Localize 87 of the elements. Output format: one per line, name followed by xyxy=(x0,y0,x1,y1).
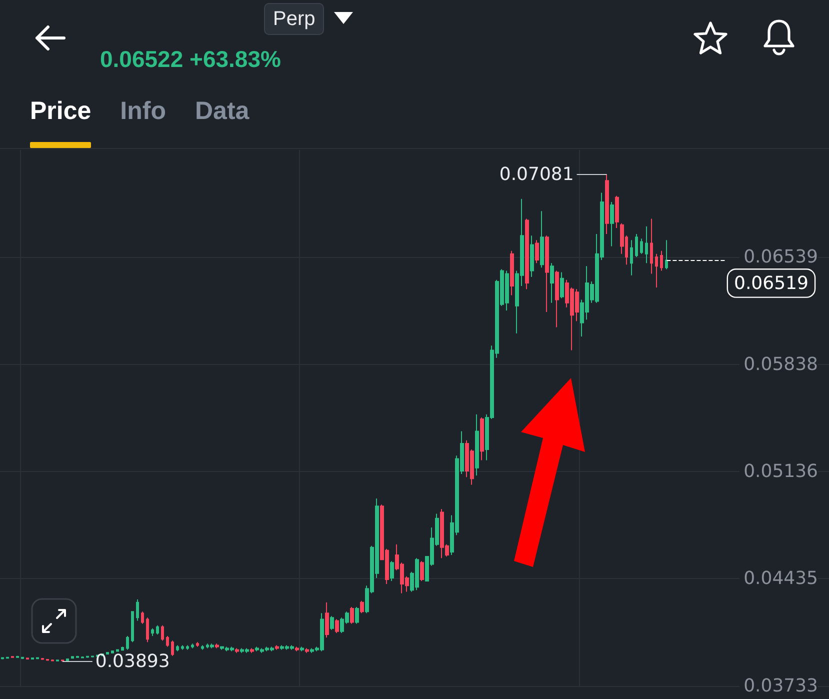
candlestick xyxy=(350,606,354,624)
candlestick xyxy=(510,250,514,296)
candlestick xyxy=(106,652,109,655)
candlestick xyxy=(545,235,549,313)
candlestick xyxy=(480,416,484,461)
candlestick xyxy=(665,240,668,270)
candlestick xyxy=(36,656,39,660)
candlestick xyxy=(655,253,658,288)
candlestick xyxy=(560,272,564,299)
candlestick xyxy=(550,262,554,304)
text: Data xyxy=(195,96,250,126)
candlestick xyxy=(630,240,633,276)
candlestick xyxy=(176,644,179,652)
candlestick xyxy=(26,657,29,660)
candlestick xyxy=(41,658,44,660)
candlestick xyxy=(126,636,129,650)
candlestick xyxy=(250,648,254,654)
candlestick xyxy=(275,644,279,650)
candlestick xyxy=(136,598,139,622)
candlestick xyxy=(121,646,124,652)
ref-line-label: 0.06519 xyxy=(734,273,808,294)
candlestick xyxy=(31,657,34,660)
candlestick xyxy=(645,226,648,264)
candlestick xyxy=(156,624,159,635)
text: Info xyxy=(120,96,166,126)
candlestick xyxy=(355,606,359,624)
candlestick xyxy=(325,602,329,638)
candlestick xyxy=(151,628,154,637)
candlestick xyxy=(615,195,619,228)
candlestick xyxy=(640,238,643,254)
candlestick xyxy=(11,656,14,658)
candlestick xyxy=(330,616,334,630)
candlestick xyxy=(181,644,184,650)
candlestick xyxy=(300,646,304,652)
candlestick xyxy=(56,659,59,662)
candlestick xyxy=(76,655,79,658)
candlestick xyxy=(186,644,189,650)
candlestick xyxy=(71,656,74,660)
candlestick xyxy=(235,648,239,654)
y-tick-label: 0.04435 xyxy=(744,568,818,590)
text: Perp xyxy=(264,3,324,35)
candlestick xyxy=(196,642,199,648)
candlestick xyxy=(525,218,529,290)
y-tick-label: 0.03733 xyxy=(744,676,818,696)
candlestick xyxy=(210,643,214,649)
candlestick xyxy=(81,656,84,659)
candlestick xyxy=(555,270,559,328)
y-tick-label: 0.05838 xyxy=(744,354,818,375)
candlestick xyxy=(21,656,24,660)
candlestick xyxy=(6,656,9,660)
candlestick xyxy=(51,659,54,662)
candlestick xyxy=(111,650,114,654)
candlestick xyxy=(131,611,134,643)
text: Price xyxy=(30,96,92,126)
candlestick xyxy=(530,235,534,278)
chart-subtitle: 0.06522 +63.83% xyxy=(100,46,281,73)
candlestick xyxy=(116,648,119,652)
candlestick xyxy=(610,201,614,247)
candlestick xyxy=(295,646,299,652)
candlestick xyxy=(201,644,204,650)
candlestick xyxy=(390,560,394,582)
candlestick xyxy=(335,618,339,634)
candlestick xyxy=(650,218,653,274)
candlestick xyxy=(605,174,609,235)
candlestick xyxy=(635,234,638,258)
candlestick xyxy=(540,210,544,268)
candlestick xyxy=(535,240,539,264)
y-tick-label: 0.06539 xyxy=(744,246,818,268)
candlestick xyxy=(660,250,663,272)
candlestick xyxy=(475,414,479,476)
candlestick xyxy=(215,643,219,649)
candlestick xyxy=(360,600,364,614)
candlestick xyxy=(305,648,309,654)
candlestick xyxy=(166,636,169,648)
candlestick xyxy=(61,659,64,662)
candlestick xyxy=(161,624,164,642)
candlestick xyxy=(16,655,19,658)
y-tick-label: 0.05136 xyxy=(744,461,818,482)
candlestick xyxy=(171,640,174,656)
candlestick xyxy=(91,655,94,658)
annotation: 0.03893 xyxy=(95,651,170,672)
candlestick xyxy=(66,658,69,662)
candlestick xyxy=(191,643,194,649)
candlestick xyxy=(141,611,144,624)
candlestick xyxy=(146,617,149,643)
candlestick xyxy=(420,560,424,582)
annotation: 0.07081 xyxy=(499,164,574,185)
